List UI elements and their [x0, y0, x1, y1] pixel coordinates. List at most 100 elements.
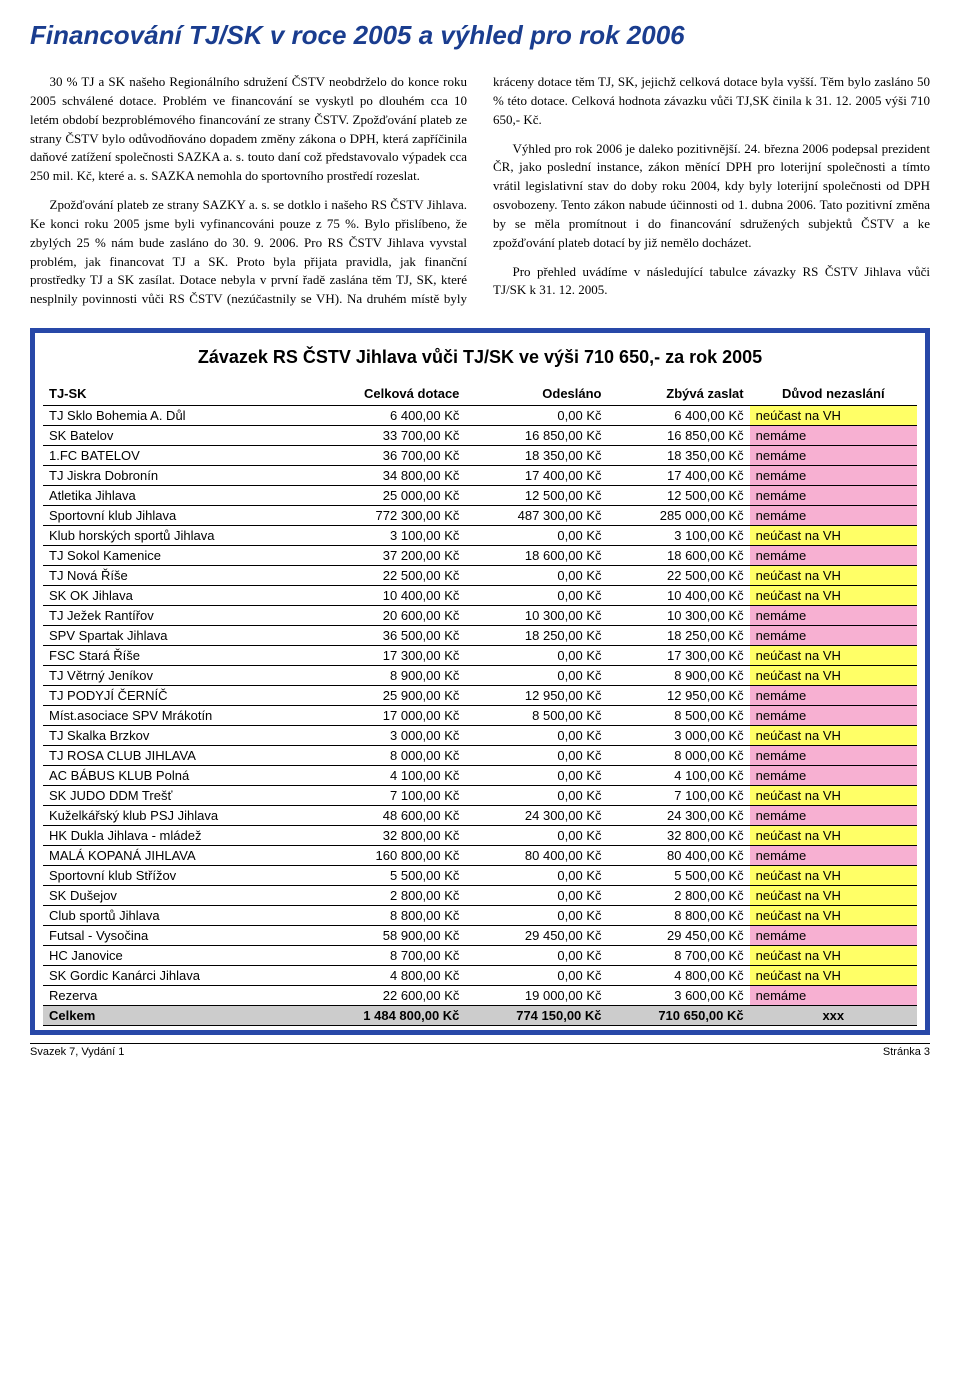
cell-remain: 4 100,00 Kč — [608, 765, 750, 785]
cell-remain: 8 900,00 Kč — [608, 665, 750, 685]
cell-reason: neúčast na VH — [750, 965, 917, 985]
cell-sent: 18 350,00 Kč — [465, 445, 607, 465]
table-row: Sportovní klub Střížov5 500,00 Kč0,00 Kč… — [43, 865, 917, 885]
cell-reason: nemáme — [750, 445, 917, 465]
body-paragraph: Pro přehled uvádíme v následující tabulc… — [493, 263, 930, 301]
cell-reason: neúčast na VH — [750, 905, 917, 925]
cell-sent: 8 500,00 Kč — [465, 705, 607, 725]
cell-name: Sportovní klub Střížov — [43, 865, 307, 885]
cell-reason: nemáme — [750, 745, 917, 765]
cell-total: 8 800,00 Kč — [307, 905, 465, 925]
cell-sent: 0,00 Kč — [465, 565, 607, 585]
table-row: SK Gordic Kanárci Jihlava4 800,00 Kč0,00… — [43, 965, 917, 985]
cell-sent: 10 300,00 Kč — [465, 605, 607, 625]
cell-total: 4 800,00 Kč — [307, 965, 465, 985]
cell-total: 22 600,00 Kč — [307, 985, 465, 1005]
table-row: SK JUDO DDM Trešť7 100,00 Kč0,00 Kč7 100… — [43, 785, 917, 805]
cell-total: 7 100,00 Kč — [307, 785, 465, 805]
cell-sent: 0,00 Kč — [465, 765, 607, 785]
cell-reason: neúčast na VH — [750, 405, 917, 425]
cell-sent: 0,00 Kč — [465, 745, 607, 765]
cell-remain: 3 000,00 Kč — [608, 725, 750, 745]
cell-name: TJ Skalka Brzkov — [43, 725, 307, 745]
table-row: Futsal - Vysočina58 900,00 Kč29 450,00 K… — [43, 925, 917, 945]
cell-remain: 8 000,00 Kč — [608, 745, 750, 765]
table-row: SK Dušejov2 800,00 Kč0,00 Kč2 800,00 Kčn… — [43, 885, 917, 905]
cell-name: TJ ROSA CLUB JIHLAVA — [43, 745, 307, 765]
footer-right: Stránka 3 — [883, 1046, 930, 1058]
cell-reason: nemáme — [750, 705, 917, 725]
cell-total: 6 400,00 Kč — [307, 405, 465, 425]
cell-total: 10 400,00 Kč — [307, 585, 465, 605]
cell-sent: 0,00 Kč — [465, 785, 607, 805]
cell-name: Club sportů Jihlava — [43, 905, 307, 925]
cell-reason: neúčast na VH — [750, 585, 917, 605]
cell-name: TJ Sokol Kamenice — [43, 545, 307, 565]
cell-reason: nemáme — [750, 765, 917, 785]
cell-remain: 17 300,00 Kč — [608, 645, 750, 665]
table-row: Klub horských sportů Jihlava3 100,00 Kč0… — [43, 525, 917, 545]
table-row: HC Janovice8 700,00 Kč0,00 Kč8 700,00 Kč… — [43, 945, 917, 965]
cell-name: TJ Sklo Bohemia A. Důl — [43, 405, 307, 425]
col-tjsk: TJ-SK — [43, 382, 307, 406]
cell-sent: 0,00 Kč — [465, 665, 607, 685]
cell-reason: neúčast na VH — [750, 665, 917, 685]
cell-reason: neúčast na VH — [750, 645, 917, 665]
cell-total: 33 700,00 Kč — [307, 425, 465, 445]
cell-sent: 19 000,00 Kč — [465, 985, 607, 1005]
cell-total: 3 000,00 Kč — [307, 725, 465, 745]
cell-sent: 0,00 Kč — [465, 725, 607, 745]
cell-reason: nemáme — [750, 805, 917, 825]
cell-total: 48 600,00 Kč — [307, 805, 465, 825]
cell-sent: 17 400,00 Kč — [465, 465, 607, 485]
cell-remain: 8 800,00 Kč — [608, 905, 750, 925]
cell-remain: 7 100,00 Kč — [608, 785, 750, 805]
table-row: Kuželkářský klub PSJ Jihlava48 600,00 Kč… — [43, 805, 917, 825]
cell-total: 8 700,00 Kč — [307, 945, 465, 965]
table-header-row: TJ-SK Celková dotace Odesláno Zbývá zasl… — [43, 382, 917, 406]
cell-total: 32 800,00 Kč — [307, 825, 465, 845]
cell-remain: 10 300,00 Kč — [608, 605, 750, 625]
cell-name: Sportovní klub Jihlava — [43, 505, 307, 525]
cell-reason: nemáme — [750, 845, 917, 865]
table-row: TJ Ježek Rantířov20 600,00 Kč10 300,00 K… — [43, 605, 917, 625]
cell-sent: 0,00 Kč — [465, 885, 607, 905]
table-row: TJ ROSA CLUB JIHLAVA8 000,00 Kč0,00 Kč8 … — [43, 745, 917, 765]
col-sent: Odesláno — [465, 382, 607, 406]
table-row: SK Batelov33 700,00 Kč16 850,00 Kč16 850… — [43, 425, 917, 445]
cell-sent: 0,00 Kč — [465, 405, 607, 425]
cell-name: Futsal - Vysočina — [43, 925, 307, 945]
cell-remain: 3 100,00 Kč — [608, 525, 750, 545]
cell-total: 37 200,00 Kč — [307, 545, 465, 565]
cell-remain: 18 250,00 Kč — [608, 625, 750, 645]
cell-sent: 12 500,00 Kč — [465, 485, 607, 505]
table-row: TJ Sokol Kamenice37 200,00 Kč18 600,00 K… — [43, 545, 917, 565]
cell-sent: 774 150,00 Kč — [465, 1005, 607, 1025]
cell-sent: 0,00 Kč — [465, 965, 607, 985]
cell-sent: 18 600,00 Kč — [465, 545, 607, 565]
cell-name: Celkem — [43, 1005, 307, 1025]
body-paragraph: Výhled pro rok 2006 je daleko pozitivněj… — [493, 140, 930, 253]
table-row: Club sportů Jihlava8 800,00 Kč0,00 Kč8 8… — [43, 905, 917, 925]
table-row: TJ Skalka Brzkov3 000,00 Kč0,00 Kč3 000,… — [43, 725, 917, 745]
cell-remain: 17 400,00 Kč — [608, 465, 750, 485]
cell-total: 3 100,00 Kč — [307, 525, 465, 545]
cell-total: 8 000,00 Kč — [307, 745, 465, 765]
cell-reason: neúčast na VH — [750, 945, 917, 965]
cell-name: TJ PODYJÍ ČERNÍČ — [43, 685, 307, 705]
col-reason: Důvod nezaslání — [750, 382, 917, 406]
table-row: TJ Nová Říše22 500,00 Kč0,00 Kč22 500,00… — [43, 565, 917, 585]
cell-reason: neúčast na VH — [750, 785, 917, 805]
cell-remain: 32 800,00 Kč — [608, 825, 750, 845]
col-remain: Zbývá zaslat — [608, 382, 750, 406]
table-totals-row: Celkem1 484 800,00 Kč774 150,00 Kč710 65… — [43, 1005, 917, 1025]
cell-sent: 12 950,00 Kč — [465, 685, 607, 705]
cell-reason: nemáme — [750, 625, 917, 645]
table-row: Rezerva22 600,00 Kč19 000,00 Kč3 600,00 … — [43, 985, 917, 1005]
cell-remain: 22 500,00 Kč — [608, 565, 750, 585]
cell-sent: 29 450,00 Kč — [465, 925, 607, 945]
cell-remain: 16 850,00 Kč — [608, 425, 750, 445]
cell-sent: 0,00 Kč — [465, 945, 607, 965]
cell-remain: 12 500,00 Kč — [608, 485, 750, 505]
cell-name: HK Dukla Jihlava - mládež — [43, 825, 307, 845]
